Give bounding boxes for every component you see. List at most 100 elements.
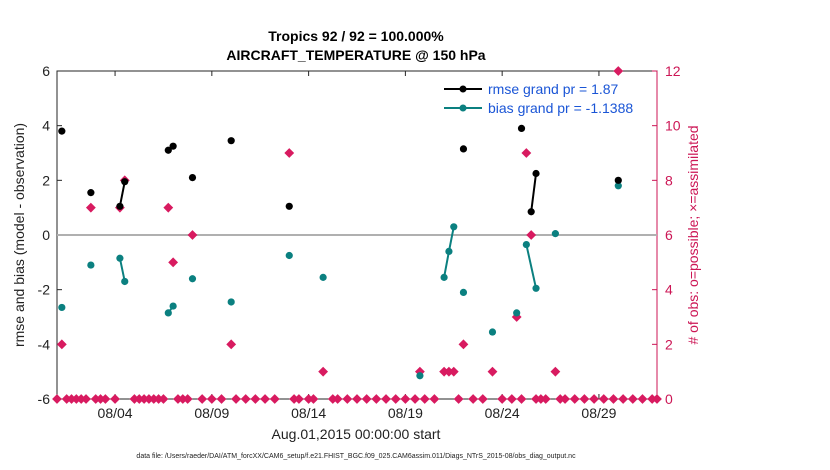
obs-assimilated-marker (163, 202, 174, 213)
y-left-tick-label: -2 (38, 282, 51, 298)
axes-ticks: 08/04 08/09 08/14 08/19 08/24 08/29 -6 -4 -2 0 2 4 6… (38, 63, 681, 421)
bias-point (445, 247, 453, 255)
obs-assimilated-marker (410, 394, 420, 404)
obs-assimilated-marker (371, 394, 382, 404)
bias-point (522, 240, 530, 249)
obs-series (52, 66, 662, 404)
legend-bias-marker (459, 104, 467, 112)
y-right-tick-label: 0 (665, 391, 673, 407)
obs-assimilated-marker (516, 394, 527, 404)
y-axis-right-label: # of obs: o=possible; ×=assimilated (685, 125, 701, 344)
bias-point (440, 273, 448, 281)
rmse-point (169, 142, 177, 150)
obs-assimilated-marker (419, 394, 430, 404)
legend-rmse-marker (459, 85, 467, 93)
bias-line (118, 258, 126, 282)
bias-point (285, 251, 293, 260)
bias-point (551, 230, 559, 238)
obs-assimilated-marker (627, 394, 638, 404)
rmse-point (188, 174, 197, 182)
obs-assimilated-marker (187, 230, 198, 240)
rmse-point (527, 208, 535, 216)
obs-assimilated-marker (342, 394, 353, 404)
rmse-line (118, 181, 126, 207)
y-left-tick-label: 2 (42, 172, 50, 188)
x-axis-label: Aug.01,2015 00:00:00 start (272, 426, 441, 442)
bias-point (164, 309, 172, 317)
obs-assimilated-marker (332, 394, 343, 404)
bias-point (227, 298, 235, 306)
bias-point (488, 328, 497, 336)
obs-assimilated-marker (250, 394, 261, 404)
x-tick-label: 08/04 (98, 405, 133, 421)
y-left-tick-label: 0 (42, 227, 50, 243)
bias-point (532, 284, 540, 292)
y-axis-left-label: rmse and bias (model - observation) (11, 123, 27, 347)
bias-point (188, 275, 197, 283)
rmse-point (459, 145, 468, 153)
obs-assimilated-marker (560, 394, 570, 404)
y-right-tick-label: 12 (665, 63, 681, 79)
x-tick-label: 08/19 (388, 405, 423, 421)
bias-point (513, 309, 521, 317)
rmse-point (614, 176, 622, 184)
chart-title-line1: Tropics 92 / 92 = 100.000% (268, 28, 444, 44)
obs-assimilated-marker (110, 394, 120, 404)
obs-assimilated-marker (81, 394, 91, 404)
rmse-point (58, 127, 66, 135)
obs-assimilated-marker (487, 366, 498, 377)
obs-assimilated-marker (608, 394, 619, 404)
y-left-tick-label: -4 (38, 336, 51, 352)
x-tick-label: 08/29 (581, 405, 616, 421)
obs-assimilated-marker (526, 230, 537, 240)
obs-assimilated-marker (269, 394, 280, 404)
obs-assimilated-marker (240, 394, 251, 404)
rmse-point (285, 202, 293, 210)
legend: rmse grand pr = 1.87 bias grand pr = -1.… (444, 81, 633, 116)
obs-assimilated-marker (506, 394, 517, 404)
obs-assimilated-marker (521, 148, 532, 158)
bias-point (459, 288, 468, 296)
bias-point (116, 254, 124, 262)
bias-point (58, 303, 66, 312)
bias-series (58, 182, 622, 380)
obs-assimilated-marker (260, 394, 270, 404)
chart-title-line2: AIRCRAFT_TEMPERATURE @ 150 hPa (226, 47, 485, 63)
y-right-tick-label: 8 (665, 172, 673, 188)
obs-assimilated-marker (637, 394, 648, 404)
obs-assimilated-marker (352, 394, 362, 404)
obs-assimilated-marker (390, 394, 401, 404)
rmse-line (530, 173, 538, 212)
obs-assimilated-marker (216, 394, 227, 404)
rmse-point (164, 146, 172, 154)
rmse-point (517, 124, 526, 132)
x-tick-label: 08/24 (485, 405, 520, 421)
obs-assimilated-marker (361, 394, 372, 404)
obs-assimilated-marker (613, 66, 624, 76)
obs-assimilated-marker (318, 366, 329, 377)
obs-assimilated-marker (100, 394, 111, 404)
bias-point (169, 302, 177, 310)
y-right-tick-label: 4 (665, 282, 673, 298)
footnote: data file: /Users/raeder/DAI/ATM_forcXX/… (136, 453, 576, 460)
rmse-point (532, 169, 540, 178)
obs-assimilated-marker (85, 202, 96, 213)
obs-assimilated-marker (477, 394, 488, 404)
obs-assimilated-marker (569, 394, 580, 404)
bias-point (614, 182, 622, 190)
obs-assimilated-marker (453, 394, 464, 404)
obs-assimilated-marker (56, 339, 67, 350)
obs-assimilated-marker (400, 394, 411, 404)
obs-assimilated-marker (182, 394, 193, 404)
obs-assimilated-marker (497, 394, 508, 404)
rmse-point (121, 178, 129, 186)
obs-assimilated-marker (168, 257, 179, 268)
y-right-tick-label: 10 (665, 118, 681, 134)
legend-bias-label: bias grand pr = -1.1388 (488, 100, 633, 116)
bias-point (87, 261, 95, 269)
obs-assimilated-marker (158, 394, 169, 404)
obs-assimilated-marker (652, 394, 662, 404)
y-left-tick-label: -6 (38, 391, 51, 407)
bias-line (525, 244, 538, 289)
obs-assimilated-marker (468, 394, 479, 404)
